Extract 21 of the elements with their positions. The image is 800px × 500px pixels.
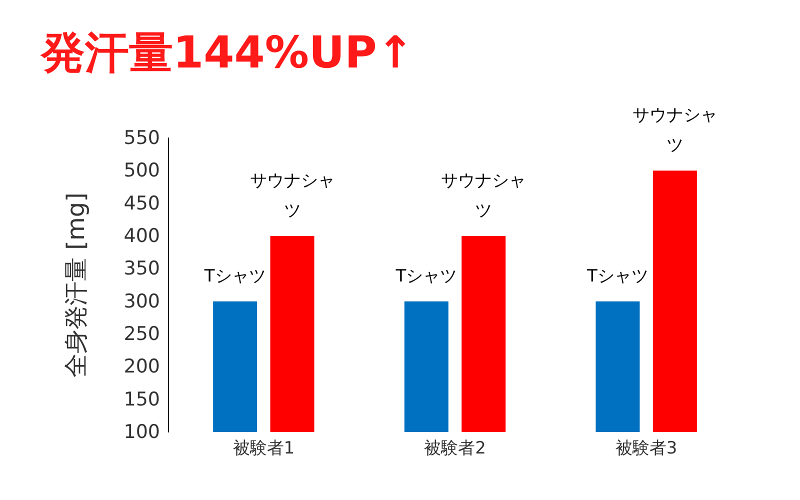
y-tick-label: 100 bbox=[124, 421, 160, 443]
y-tick-label: 200 bbox=[124, 356, 160, 378]
y-tick-label: 350 bbox=[124, 258, 160, 280]
y-axis-title: 全身発汗量 [mg] bbox=[62, 192, 90, 378]
series-label: Tシャツ bbox=[586, 266, 648, 286]
y-tick-label: 400 bbox=[124, 225, 160, 247]
y-tick-label: 250 bbox=[124, 323, 160, 345]
x-tick-label: 被験者3 bbox=[615, 438, 678, 458]
x-tick-label: 被験者2 bbox=[424, 438, 486, 458]
chart-title: 発汗量144%UP↑ bbox=[40, 28, 414, 78]
text: Tシャツ bbox=[396, 266, 458, 286]
y-tick-label: 300 bbox=[124, 290, 160, 312]
text: Tシャツ bbox=[204, 266, 266, 286]
y-tick-label: 550 bbox=[124, 127, 160, 149]
y-tick-label: 150 bbox=[124, 388, 160, 410]
x-tick-label: 被験者1 bbox=[232, 438, 295, 458]
y-tick-label: 450 bbox=[124, 192, 160, 214]
text: サウナシャツ bbox=[250, 171, 335, 221]
y-tick-label: 500 bbox=[124, 160, 160, 182]
series-label: サウナシャツ bbox=[632, 106, 718, 156]
text: サウナシャツ bbox=[441, 171, 526, 221]
